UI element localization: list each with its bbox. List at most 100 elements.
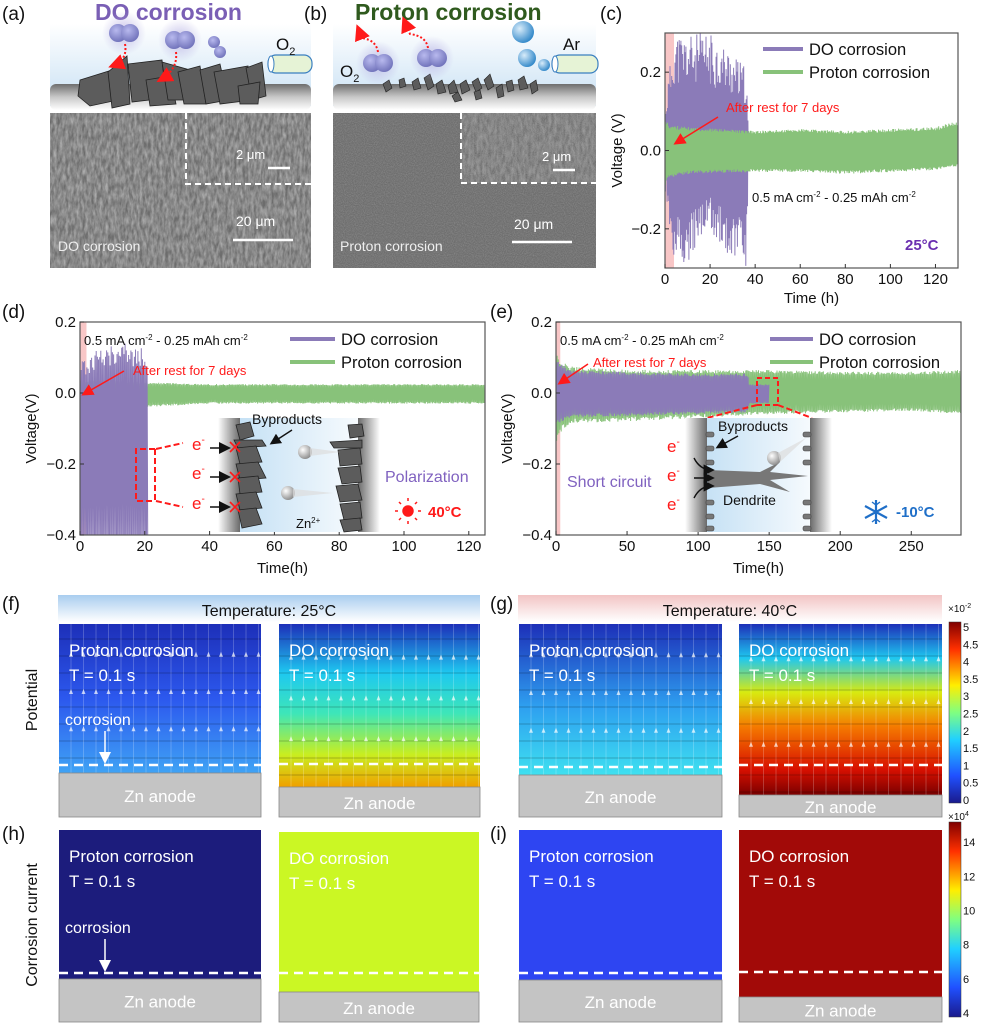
simulation-title: DO corrosion [749, 847, 849, 866]
field-arrow [289, 695, 293, 701]
field-arrow [641, 727, 646, 733]
field-arrow [451, 695, 456, 701]
field-arrow [169, 726, 173, 732]
simulation-panel: Zn anode Proton corrosion T = 0.1 s corrosi… [58, 624, 262, 818]
field-arrow [704, 689, 708, 695]
field-arrow [144, 726, 148, 732]
x-tick-label: 80 [331, 538, 348, 555]
byproduct-particles [382, 73, 539, 103]
field-arrow [351, 695, 356, 701]
field-arrow [566, 689, 571, 695]
condition-label: 0.5 mA cm-2 - 0.25 mAh cm-2 [84, 333, 248, 348]
field-arrow [616, 689, 621, 695]
simulation-panel: Zn anode DO corrosion T = 0.1 s [738, 830, 943, 1023]
electron-label: e- [192, 435, 205, 454]
sem-caption: DO corrosion [58, 238, 140, 254]
plot-area [665, 33, 958, 268]
simulation-time: T = 0.1 s [749, 666, 815, 685]
field-arrow [666, 652, 671, 658]
field-arrow [911, 656, 916, 662]
field-arrow [554, 727, 558, 733]
panel-label-e: (e) [490, 302, 513, 323]
field-arrow [326, 654, 331, 660]
field-arrow [774, 698, 778, 704]
zn-anode-label: Zn anode [585, 993, 657, 1012]
field-arrow [244, 689, 248, 695]
field-arrow [579, 689, 583, 695]
escape-arrow [355, 24, 379, 53]
field-arrow [554, 652, 558, 658]
simulation-title: DO corrosion [749, 641, 849, 660]
field-arrow [94, 726, 98, 732]
field-arrow [81, 689, 86, 695]
electron-arrow [693, 457, 715, 476]
field-arrow [861, 741, 866, 747]
field-arrow [691, 727, 696, 733]
condition-label: 0.5 mA cm-2 - 0.25 mAh cm-2 [752, 190, 916, 205]
field-arrow [376, 695, 381, 701]
field-arrow [81, 726, 86, 732]
colorbar-tick-label: 6 [963, 974, 969, 986]
condition-label: 0.5 mA cm-2 - 0.25 mAh cm-2 [560, 333, 724, 348]
polarization-label: Polarization [385, 469, 469, 486]
simulation-title: Proton corrosion [529, 847, 654, 866]
field-arrow [119, 651, 123, 657]
y-tick-label: −0.4 [522, 527, 552, 544]
current-colorbar: ×104 4 6 8 10 12 14 [948, 811, 975, 1020]
zn-anode [58, 978, 262, 1023]
colorbar-tick-label: 14 [963, 837, 975, 849]
field-arrow [704, 727, 708, 733]
zn-anode [58, 772, 262, 818]
field-arrow [654, 689, 658, 695]
field-arrow [351, 736, 356, 742]
zn-anode-label: Zn anode [344, 794, 416, 813]
zoom-connector [155, 442, 184, 508]
field-arrow [679, 689, 683, 695]
field-arrow [244, 651, 248, 657]
field-arrow [464, 736, 468, 742]
field-arrow [786, 656, 791, 662]
zn-anode [738, 794, 943, 818]
field-arrow [156, 689, 161, 695]
field-arrow [799, 656, 803, 662]
field-arrow [924, 656, 928, 662]
field-arrow [691, 652, 696, 658]
field-arrow [181, 689, 186, 695]
field-arrow [749, 741, 753, 747]
simulation-time: T = 0.1 s [69, 872, 135, 891]
field-arrow [339, 654, 343, 660]
field-arrow [244, 726, 248, 732]
simulation-panels: Zn anode Proton corrosion T = 0.1 s corrosi… [58, 624, 943, 1023]
y-axis-label: Voltage(V) [23, 393, 40, 463]
field-arrow [256, 651, 261, 657]
x-tick-label: 100 [391, 538, 416, 555]
field-arrow [716, 689, 721, 695]
field-arrow [364, 695, 368, 701]
simulation-time: T = 0.1 s [289, 666, 355, 685]
field-arrow [426, 654, 431, 660]
field-arrow [824, 741, 828, 747]
simulation-time: T = 0.1 s [529, 872, 595, 891]
o2-label: O2 [340, 62, 359, 85]
x-tick-label: 100 [878, 271, 903, 288]
panel-b-title: Proton corrosion [355, 0, 542, 25]
legend-label: DO corrosion [341, 331, 438, 349]
field-arrow [874, 698, 878, 704]
x-tick-label: 0 [552, 538, 560, 555]
field-arrow [761, 741, 766, 747]
field-arrow [774, 741, 778, 747]
legend-label: Proton corrosion [341, 354, 462, 372]
legend-label: DO corrosion [809, 41, 906, 59]
field-arrow [389, 736, 393, 742]
simulation-time: T = 0.1 s [69, 666, 135, 685]
field-arrow [194, 651, 198, 657]
scale-label: 20 μm [514, 216, 553, 232]
y-tick-label: −0.2 [522, 456, 552, 473]
x-tick-label: 100 [686, 538, 711, 555]
x-tick-label: 200 [828, 538, 853, 555]
colorbar-tick-label: 2.5 [963, 709, 978, 721]
field-arrow [426, 695, 431, 701]
x-tick-label: 40 [201, 538, 218, 555]
field-arrow [219, 689, 223, 695]
rest-arrow [557, 363, 589, 385]
